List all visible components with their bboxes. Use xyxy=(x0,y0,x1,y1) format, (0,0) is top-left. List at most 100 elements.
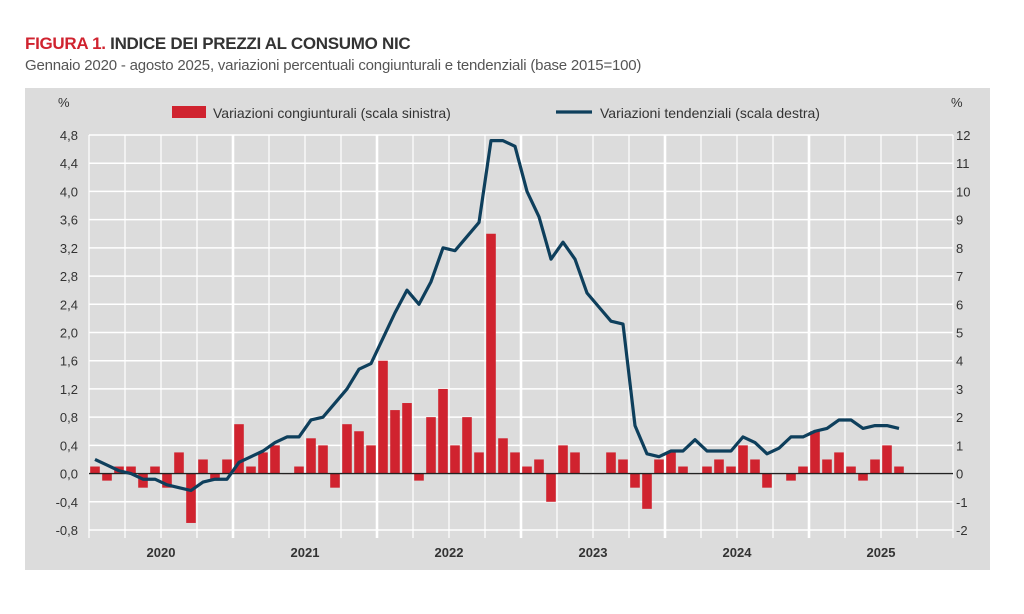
left-tick-label: 3,2 xyxy=(60,241,78,256)
bar xyxy=(606,452,616,474)
bar xyxy=(534,459,544,474)
bar xyxy=(162,473,172,488)
bar xyxy=(390,410,400,474)
left-tick-label: 1,6 xyxy=(60,354,78,369)
bar xyxy=(438,388,448,474)
bar xyxy=(306,438,316,474)
bar xyxy=(258,452,268,474)
bar xyxy=(102,473,112,481)
left-tick-label: 2,4 xyxy=(60,297,78,312)
right-tick-label: 1 xyxy=(956,438,963,453)
bar xyxy=(522,466,532,474)
bar xyxy=(510,452,520,474)
left-tick-label: 3,6 xyxy=(60,213,78,228)
year-label: 2022 xyxy=(435,545,464,560)
right-tick-label: 12 xyxy=(956,128,970,143)
bar xyxy=(858,473,868,481)
line-series xyxy=(94,139,900,493)
bar xyxy=(738,445,748,474)
bar xyxy=(786,473,796,481)
bar xyxy=(318,445,328,474)
left-tick-label: 2,0 xyxy=(60,326,78,341)
bar xyxy=(90,466,100,474)
right-tick-label: 7 xyxy=(956,269,963,284)
bar xyxy=(462,417,472,474)
figure-label: FIGURA 1. xyxy=(25,34,106,53)
left-tick-label: 2,8 xyxy=(60,269,78,284)
right-tick-label: 11 xyxy=(956,156,970,171)
right-tick-label: -1 xyxy=(956,495,968,510)
bar xyxy=(666,452,676,474)
year-label: 2025 xyxy=(867,545,896,560)
bar xyxy=(174,452,184,474)
bar xyxy=(870,459,880,474)
bar xyxy=(570,452,580,474)
grid xyxy=(88,134,954,538)
left-tick-label: 4,8 xyxy=(60,128,78,143)
year-label: 2024 xyxy=(723,545,753,560)
bar xyxy=(210,473,220,481)
bar xyxy=(426,417,436,474)
left-tick-label: 0,0 xyxy=(60,467,78,482)
right-axis-unit: % xyxy=(951,95,963,110)
bar xyxy=(234,424,244,474)
bar xyxy=(630,473,640,488)
bar xyxy=(414,473,424,481)
bar xyxy=(366,445,376,474)
left-tick-label: 4,0 xyxy=(60,184,78,199)
bar xyxy=(222,459,232,474)
figure-title: FIGURA 1. INDICE DEI PREZZI AL CONSUMO N… xyxy=(25,34,411,54)
right-tick-label: 8 xyxy=(956,241,963,256)
bar xyxy=(198,459,208,474)
bar xyxy=(762,473,772,488)
bar xyxy=(822,459,832,474)
legend-line-label: Variazioni tendenziali (scala destra) xyxy=(600,105,820,121)
bar xyxy=(702,466,712,474)
right-tick-label: 0 xyxy=(956,467,963,482)
bar xyxy=(726,466,736,474)
bar xyxy=(882,445,892,474)
right-tick-label: 10 xyxy=(956,184,970,199)
bar xyxy=(654,459,664,474)
bar xyxy=(150,466,160,474)
bar xyxy=(894,466,904,474)
year-label: 2021 xyxy=(291,545,320,560)
bar xyxy=(474,452,484,474)
bar xyxy=(846,466,856,474)
year-label: 2023 xyxy=(579,545,608,560)
bar xyxy=(810,431,820,474)
left-tick-label: 1,2 xyxy=(60,382,78,397)
axis-ticks: 4,8 124,4 114,0 103,6 93,2 82,8 72,4 62,0 51,6 41… xyxy=(56,128,971,560)
bar xyxy=(186,473,196,523)
bar xyxy=(750,459,760,474)
bar xyxy=(342,424,352,474)
legend-bar-swatch xyxy=(172,106,206,118)
legend: Variazioni congiunturali (scala sinistra… xyxy=(172,105,820,121)
bar xyxy=(798,466,808,474)
bar xyxy=(558,445,568,474)
bar xyxy=(642,473,652,509)
bar xyxy=(834,452,844,474)
bar xyxy=(246,466,256,474)
left-tick-label: 4,4 xyxy=(60,156,78,171)
bar-series xyxy=(90,233,904,523)
right-tick-label: 6 xyxy=(956,297,963,312)
right-tick-label: 2 xyxy=(956,410,963,425)
right-tick-label: 4 xyxy=(956,354,963,369)
bar xyxy=(294,466,304,474)
left-tick-label: -0,4 xyxy=(56,495,78,510)
bar xyxy=(618,459,628,474)
figure-title-text: INDICE DEI PREZZI AL CONSUMO NIC xyxy=(105,34,411,53)
right-tick-label: 9 xyxy=(956,213,963,228)
bar xyxy=(378,360,388,474)
bar xyxy=(126,466,136,474)
left-tick-label: 0,8 xyxy=(60,410,78,425)
left-tick-label: -0,8 xyxy=(56,523,78,538)
bar xyxy=(498,438,508,474)
bar xyxy=(270,445,280,474)
bar xyxy=(486,233,496,474)
left-tick-label: 0,4 xyxy=(60,438,78,453)
bar xyxy=(450,445,460,474)
figure-subtitle: Gennaio 2020 - agosto 2025, variazioni p… xyxy=(25,57,642,74)
